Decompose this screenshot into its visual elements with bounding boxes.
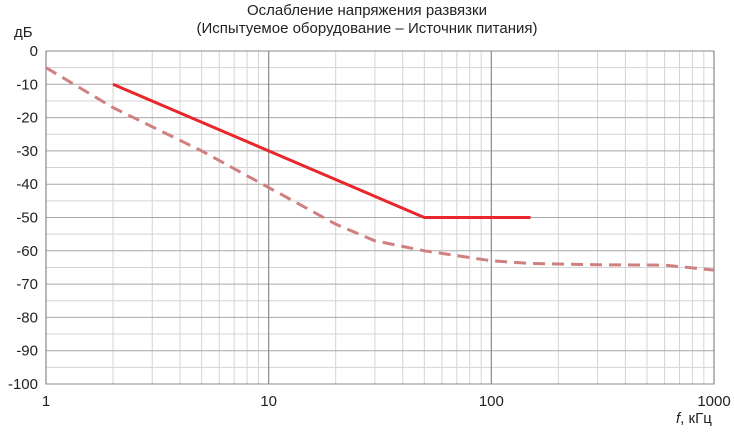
- x-tick-label: 100: [479, 393, 504, 410]
- series-line-solid: [112, 82, 531, 219]
- x-axis-variable: f: [676, 410, 681, 427]
- y-tick-label: -100: [8, 376, 38, 393]
- y-tick-label: -70: [16, 276, 38, 293]
- chart-title: Ослабление напряжения развязки: [247, 2, 487, 19]
- y-tick-label: -50: [16, 210, 38, 227]
- y-tick-label: -40: [16, 176, 38, 193]
- y-axis-unit-label: дБ: [14, 24, 33, 41]
- plot-frame: [45, 50, 715, 385]
- series-line-dashed: [45, 66, 715, 272]
- y-tick-label: -80: [16, 309, 38, 326]
- chart-subtitle: (Испытуемое оборудование – Источник пита…: [196, 20, 538, 37]
- x-tick-label: 1000: [697, 393, 730, 410]
- y-tick-label: -30: [16, 143, 38, 160]
- y-tick-label: -90: [16, 343, 38, 360]
- x-tick-label: 10: [260, 393, 277, 410]
- y-tick-label: -60: [16, 243, 38, 260]
- y-tick-label: -20: [16, 110, 38, 127]
- x-axis-unit: , кГц: [680, 410, 712, 427]
- x-axis-label: f, кГц: [676, 410, 712, 427]
- x-tick-label: 1: [42, 393, 50, 410]
- y-tick-label: 0: [30, 43, 38, 60]
- y-tick-label: -10: [16, 76, 38, 93]
